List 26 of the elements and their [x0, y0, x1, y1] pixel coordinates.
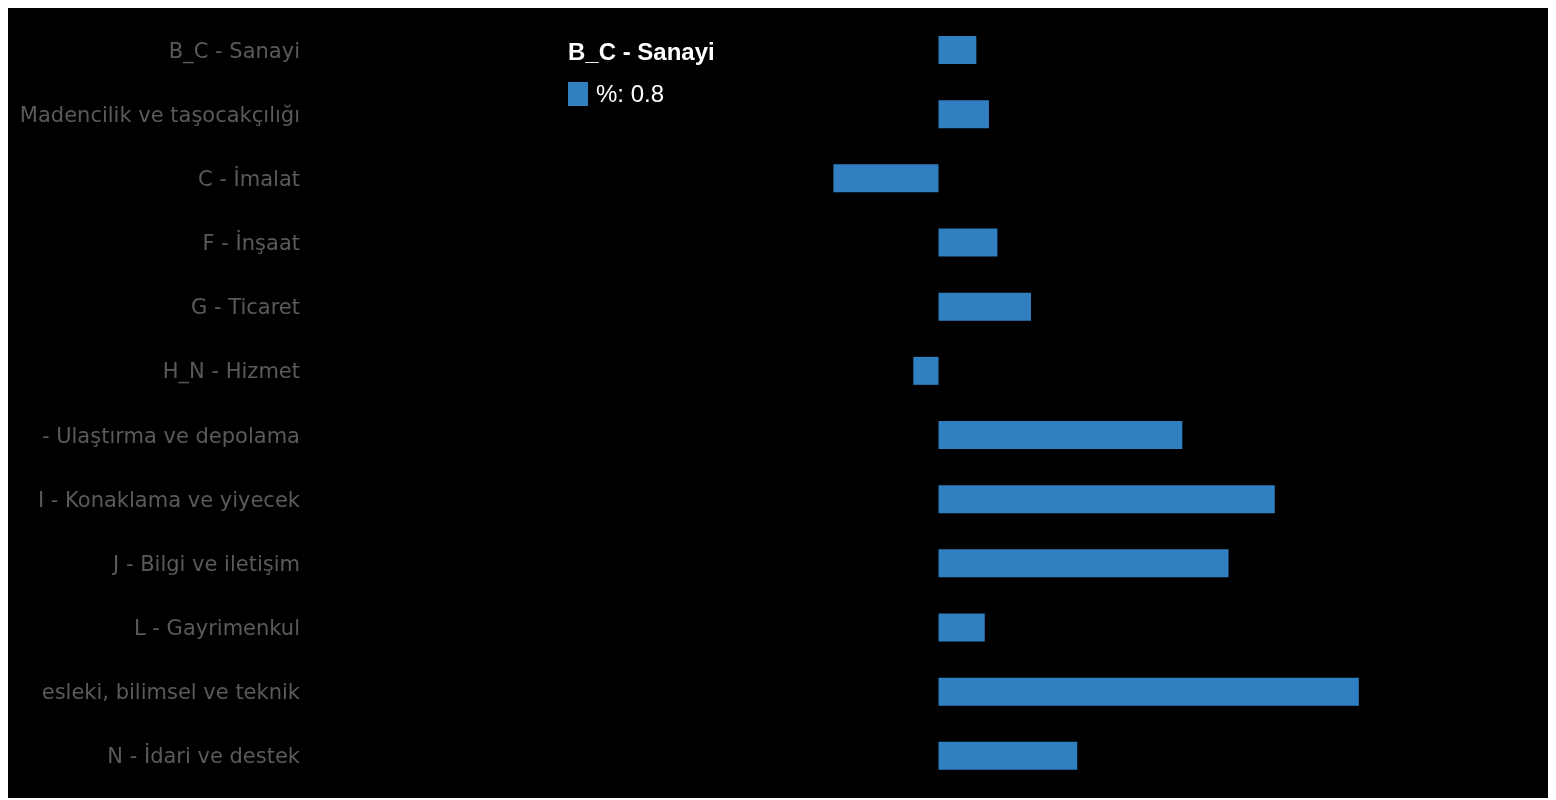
bar [938, 421, 1183, 449]
y-tick-label: esleki, bilimsel ve teknik [41, 680, 301, 705]
y-tick-label: G - Ticaret [191, 295, 300, 320]
y-tick-label: Madencilik ve taşocakçılığı [19, 102, 300, 127]
bar [913, 356, 939, 385]
bar [938, 36, 977, 64]
y-tick-label: L - Gayrimenkul [133, 616, 300, 641]
y-tick-label: N - İdari ve destek [107, 743, 301, 769]
y-tick-label: F - İnşaat [202, 230, 300, 256]
y-tick-label: H_N - Hizmet [162, 359, 300, 385]
y-tick-label: I - Konaklama ve yiyecek [38, 487, 301, 512]
text: %: 0.8 [596, 80, 665, 108]
bar [938, 741, 1078, 770]
bar [938, 292, 1031, 321]
bar [938, 677, 1359, 706]
bar [833, 164, 939, 193]
y-tick-label: J - Bilgi ve iletişim [111, 551, 300, 576]
y-tick-label: - Ulaştırma ve depolama [41, 423, 300, 448]
bar [938, 613, 985, 642]
y-tick-label: B_C - Sanayi [168, 38, 300, 64]
bar [938, 549, 1229, 578]
text: B_C - Sanayi [568, 38, 715, 66]
y-tick-label: C - İmalat [197, 165, 300, 191]
bar [938, 485, 1275, 514]
bar [938, 228, 998, 257]
bar [938, 100, 989, 129]
